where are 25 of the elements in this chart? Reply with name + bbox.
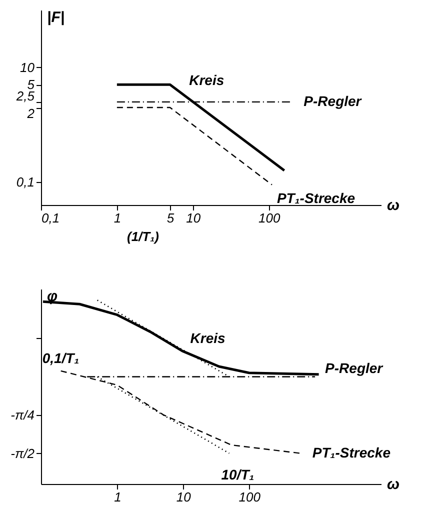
- annotation: 0,1/T₁: [42, 350, 80, 366]
- y-tick-label: 0,1: [16, 174, 34, 190]
- annotation: PT₁-Strecke: [312, 444, 391, 460]
- annotation: Kreis: [189, 72, 224, 88]
- annotation: PT₁-Strecke: [276, 190, 356, 206]
- annotation: P-Regler: [304, 92, 363, 109]
- x-tick-label: 100: [258, 210, 281, 226]
- annotation: 10/T₁: [221, 466, 254, 482]
- x-axis-title: ω: [387, 476, 400, 493]
- y-tick-label: -π/4: [10, 408, 34, 423]
- x-tick-label: 1: [114, 490, 122, 504]
- annotation: Kreis: [190, 330, 226, 346]
- x-tick-label: 5: [166, 210, 175, 226]
- x-tick-label: 1: [114, 210, 122, 226]
- text: (1/T₁): [126, 229, 160, 244]
- x-tick-label: 10: [186, 210, 202, 226]
- y-axis-title: |F|: [47, 9, 65, 26]
- x-tick-label: 10: [176, 490, 192, 504]
- y-tick-label: 2: [26, 106, 36, 121]
- y-tick-label: 10: [20, 60, 36, 75]
- x-axis-title: ω: [387, 197, 400, 214]
- x-tick-label: 100: [238, 490, 262, 504]
- annotation: P-Regler: [325, 360, 384, 376]
- x-tick-label: 0,1: [42, 210, 60, 226]
- y-tick-label: -π/2: [10, 446, 36, 461]
